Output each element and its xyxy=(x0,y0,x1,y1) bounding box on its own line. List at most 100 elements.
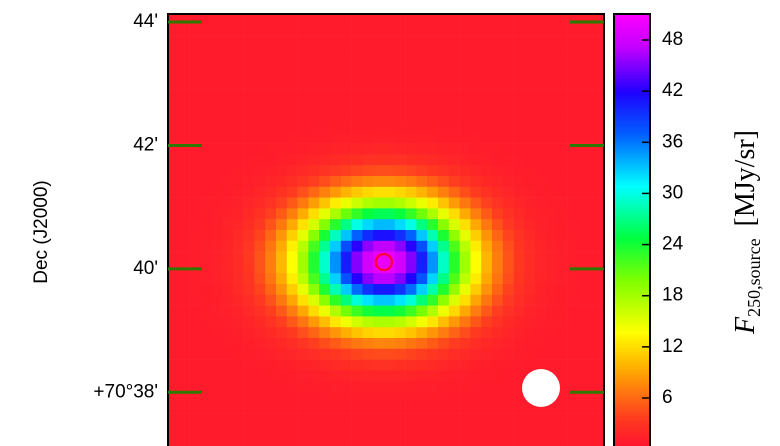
pixel xyxy=(568,252,579,263)
pixel xyxy=(514,176,525,187)
pixel xyxy=(244,25,255,36)
pixel xyxy=(503,392,514,403)
pixel xyxy=(503,381,514,392)
pixel xyxy=(535,68,546,79)
pixel xyxy=(416,90,427,101)
pixel xyxy=(330,165,341,176)
pixel xyxy=(211,316,222,327)
pixel xyxy=(481,392,492,403)
pixel xyxy=(373,133,384,144)
pixel xyxy=(546,295,557,306)
pixel xyxy=(373,306,384,317)
pixel xyxy=(276,90,287,101)
pixel xyxy=(535,316,546,327)
pixel xyxy=(298,424,309,435)
pixel xyxy=(211,36,222,47)
pixel xyxy=(200,187,211,198)
pixel xyxy=(449,252,460,263)
pixel xyxy=(438,90,449,101)
pixel xyxy=(276,424,287,435)
pixel xyxy=(308,90,319,101)
pixel xyxy=(416,208,427,219)
pixel xyxy=(395,424,406,435)
pixel xyxy=(416,295,427,306)
pixel xyxy=(179,57,190,68)
pixel xyxy=(406,90,417,101)
pixel xyxy=(460,90,471,101)
pixel xyxy=(308,414,319,425)
pixel xyxy=(568,273,579,284)
pixel xyxy=(308,338,319,349)
pixel xyxy=(492,14,503,25)
pixel xyxy=(503,133,514,144)
pixel xyxy=(287,349,298,360)
pixel xyxy=(406,100,417,111)
pixel xyxy=(568,295,579,306)
pixel xyxy=(470,360,481,371)
pixel xyxy=(200,133,211,144)
pixel xyxy=(514,133,525,144)
pixel xyxy=(190,381,201,392)
pixel xyxy=(406,154,417,165)
pixel xyxy=(308,144,319,155)
pixel xyxy=(557,219,568,230)
pixel xyxy=(211,111,222,122)
pixel xyxy=(578,187,589,198)
pixel xyxy=(244,403,255,414)
pixel xyxy=(222,338,233,349)
pixel xyxy=(298,306,309,317)
pixel xyxy=(460,370,471,381)
pixel xyxy=(578,176,589,187)
pixel xyxy=(481,133,492,144)
pixel xyxy=(416,262,427,273)
pixel xyxy=(341,349,352,360)
pixel xyxy=(287,154,298,165)
pixel xyxy=(341,111,352,122)
pixel xyxy=(244,100,255,111)
pixel xyxy=(168,90,179,101)
pixel xyxy=(200,230,211,241)
pixel xyxy=(244,327,255,338)
pixel xyxy=(406,252,417,263)
pixel xyxy=(211,144,222,155)
pixel xyxy=(535,219,546,230)
pixel xyxy=(524,36,535,47)
pixel xyxy=(535,262,546,273)
pixel xyxy=(233,360,244,371)
pixel xyxy=(298,230,309,241)
pixel xyxy=(265,36,276,47)
pixel xyxy=(481,241,492,252)
pixel xyxy=(395,414,406,425)
pixel xyxy=(568,111,579,122)
pixel xyxy=(276,327,287,338)
pixel xyxy=(276,370,287,381)
pixel xyxy=(179,219,190,230)
pixel xyxy=(524,327,535,338)
pixel xyxy=(503,230,514,241)
pixel xyxy=(416,79,427,90)
pixel xyxy=(438,57,449,68)
pixel xyxy=(352,349,363,360)
pixel xyxy=(449,435,460,446)
pixel xyxy=(211,338,222,349)
pixel xyxy=(557,25,568,36)
pixel xyxy=(514,187,525,198)
pixel xyxy=(427,165,438,176)
pixel xyxy=(406,79,417,90)
pixel xyxy=(276,122,287,133)
pixel xyxy=(481,295,492,306)
pixel xyxy=(362,111,373,122)
pixel xyxy=(168,273,179,284)
pixel xyxy=(222,198,233,209)
pixel xyxy=(352,392,363,403)
pixel xyxy=(179,46,190,57)
pixel xyxy=(503,252,514,263)
pixel xyxy=(427,338,438,349)
pixel xyxy=(492,262,503,273)
pixel xyxy=(254,79,265,90)
pixel xyxy=(373,414,384,425)
pixel xyxy=(211,360,222,371)
pixel xyxy=(352,198,363,209)
pixel xyxy=(168,230,179,241)
colorbar-subscript: 250,source xyxy=(744,238,764,316)
